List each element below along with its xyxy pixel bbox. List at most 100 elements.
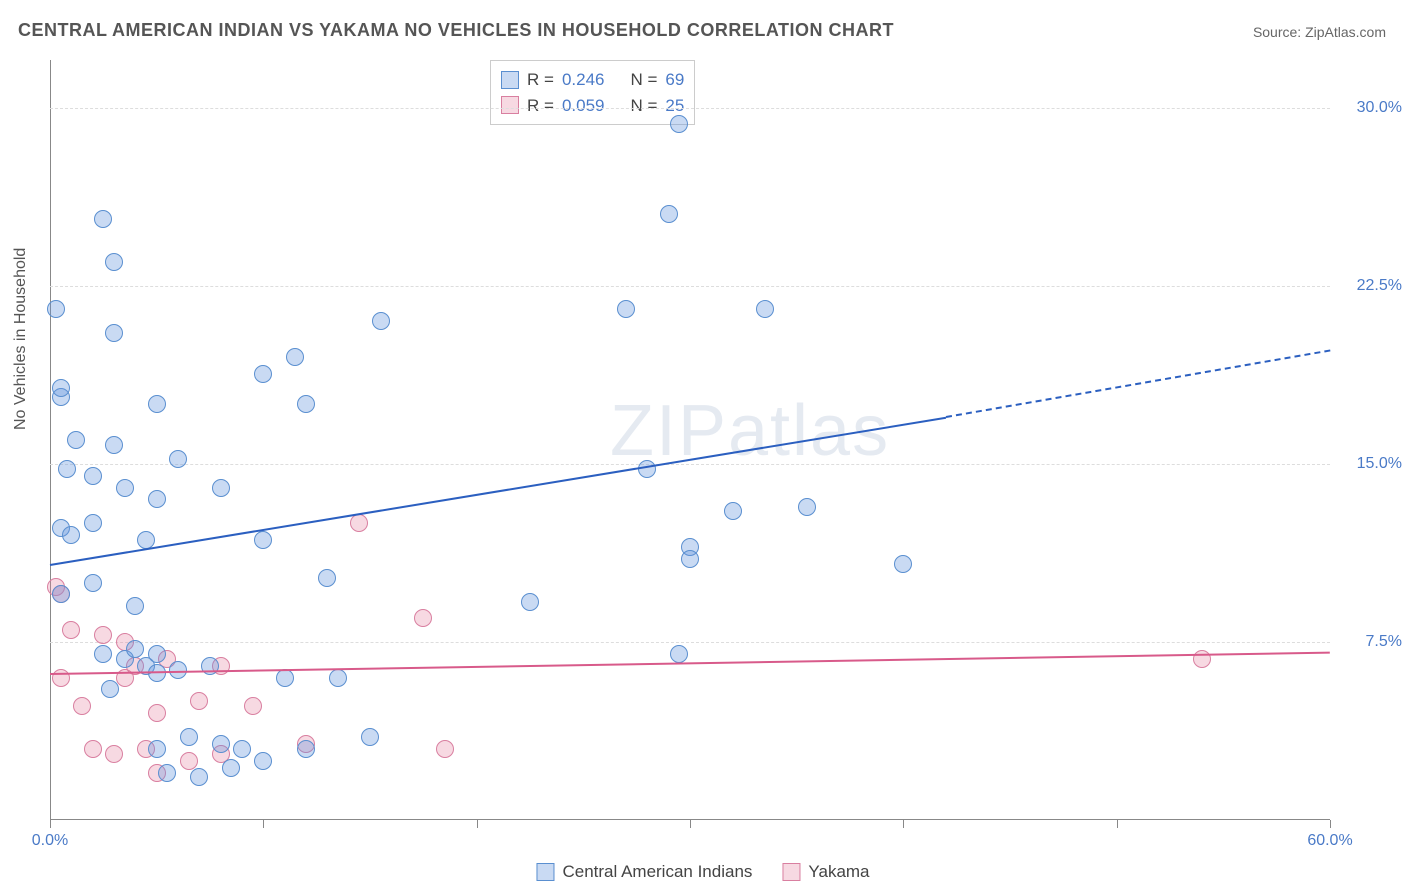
scatter-point-series1 bbox=[116, 479, 134, 497]
scatter-point-series1 bbox=[105, 436, 123, 454]
x-tick-label: 0.0% bbox=[32, 832, 68, 850]
scatter-point-series1 bbox=[58, 460, 76, 478]
scatter-point-series2 bbox=[414, 609, 432, 627]
scatter-point-series2 bbox=[244, 697, 262, 715]
scatter-point-series1 bbox=[212, 735, 230, 753]
x-tick bbox=[50, 820, 51, 828]
scatter-point-series1 bbox=[756, 300, 774, 318]
scatter-point-series1 bbox=[670, 645, 688, 663]
n-label: N = bbox=[630, 93, 657, 119]
scatter-point-series1 bbox=[894, 555, 912, 573]
y-tick-label: 30.0% bbox=[1357, 99, 1402, 117]
legend-row: R = 0.059 N = 25 bbox=[501, 93, 684, 119]
scatter-point-series1 bbox=[52, 585, 70, 603]
r-value: 0.246 bbox=[562, 67, 605, 93]
scatter-point-series2 bbox=[190, 692, 208, 710]
scatter-point-series1 bbox=[126, 640, 144, 658]
scatter-point-series1 bbox=[521, 593, 539, 611]
scatter-point-series1 bbox=[681, 550, 699, 568]
chart-title: CENTRAL AMERICAN INDIAN VS YAKAMA NO VEH… bbox=[18, 20, 894, 41]
legend-row: R = 0.246 N = 69 bbox=[501, 67, 684, 93]
scatter-point-series1 bbox=[660, 205, 678, 223]
scatter-point-series1 bbox=[47, 300, 65, 318]
scatter-point-series1 bbox=[276, 669, 294, 687]
n-value: 69 bbox=[665, 67, 684, 93]
scatter-point-series1 bbox=[180, 728, 198, 746]
scatter-point-series1 bbox=[233, 740, 251, 758]
scatter-point-series2 bbox=[105, 745, 123, 763]
scatter-point-series1 bbox=[84, 574, 102, 592]
y-tick-label: 15.0% bbox=[1357, 455, 1402, 473]
scatter-point-series1 bbox=[254, 752, 272, 770]
n-value: 25 bbox=[665, 93, 684, 119]
x-tick-label: 60.0% bbox=[1307, 832, 1352, 850]
scatter-point-series2 bbox=[350, 514, 368, 532]
scatter-point-series1 bbox=[254, 531, 272, 549]
scatter-point-series1 bbox=[126, 597, 144, 615]
scatter-point-series1 bbox=[297, 740, 315, 758]
x-tick bbox=[690, 820, 691, 828]
correlation-legend: R = 0.246 N = 69 R = 0.059 N = 25 bbox=[490, 60, 695, 125]
legend-item: Yakama bbox=[782, 862, 869, 882]
r-value: 0.059 bbox=[562, 93, 605, 119]
x-tick bbox=[263, 820, 264, 828]
trend-line-series1 bbox=[50, 416, 946, 565]
legend-swatch bbox=[782, 863, 800, 881]
scatter-point-series1 bbox=[222, 759, 240, 777]
scatter-point-series1 bbox=[286, 348, 304, 366]
scatter-point-series1 bbox=[329, 669, 347, 687]
y-tick-label: 22.5% bbox=[1357, 277, 1402, 295]
scatter-point-series1 bbox=[372, 312, 390, 330]
scatter-point-series2 bbox=[52, 669, 70, 687]
scatter-point-series1 bbox=[190, 768, 208, 786]
gridline bbox=[50, 642, 1330, 643]
gridline bbox=[50, 464, 1330, 465]
legend-label: Yakama bbox=[808, 862, 869, 882]
scatter-point-series1 bbox=[724, 502, 742, 520]
x-tick bbox=[903, 820, 904, 828]
scatter-point-series1 bbox=[84, 514, 102, 532]
scatter-point-series1 bbox=[94, 210, 112, 228]
series-legend: Central American Indians Yakama bbox=[536, 862, 869, 882]
scatter-point-series2 bbox=[148, 704, 166, 722]
scatter-point-series2 bbox=[84, 740, 102, 758]
source-label: Source: ZipAtlas.com bbox=[1253, 24, 1386, 40]
trend-line-series2 bbox=[50, 651, 1330, 674]
legend-swatch bbox=[501, 96, 519, 114]
y-axis-label: No Vehicles in Household bbox=[12, 248, 30, 430]
gridline bbox=[50, 286, 1330, 287]
scatter-point-series1 bbox=[148, 490, 166, 508]
scatter-point-series1 bbox=[318, 569, 336, 587]
scatter-point-series1 bbox=[798, 498, 816, 516]
n-label: N = bbox=[630, 67, 657, 93]
scatter-point-series1 bbox=[169, 450, 187, 468]
scatter-point-series1 bbox=[52, 379, 70, 397]
scatter-point-series2 bbox=[62, 621, 80, 639]
scatter-point-series1 bbox=[84, 467, 102, 485]
scatter-point-series1 bbox=[254, 365, 272, 383]
scatter-point-series1 bbox=[148, 645, 166, 663]
scatter-point-series2 bbox=[94, 626, 112, 644]
x-tick bbox=[477, 820, 478, 828]
scatter-point-series1 bbox=[212, 479, 230, 497]
scatter-point-series1 bbox=[617, 300, 635, 318]
scatter-point-series2 bbox=[1193, 650, 1211, 668]
x-tick bbox=[1117, 820, 1118, 828]
legend-swatch bbox=[536, 863, 554, 881]
scatter-point-series1 bbox=[67, 431, 85, 449]
scatter-point-series2 bbox=[73, 697, 91, 715]
scatter-point-series1 bbox=[62, 526, 80, 544]
legend-label: Central American Indians bbox=[562, 862, 752, 882]
trend-line-series1-dash bbox=[946, 350, 1330, 418]
scatter-point-series1 bbox=[94, 645, 112, 663]
scatter-point-series1 bbox=[148, 395, 166, 413]
y-tick-label: 7.5% bbox=[1366, 633, 1402, 651]
scatter-point-series1 bbox=[670, 115, 688, 133]
scatter-point-series1 bbox=[361, 728, 379, 746]
gridline bbox=[50, 108, 1330, 109]
scatter-point-series1 bbox=[101, 680, 119, 698]
scatter-point-series2 bbox=[180, 752, 198, 770]
r-label: R = bbox=[527, 93, 554, 119]
legend-swatch bbox=[501, 71, 519, 89]
r-label: R = bbox=[527, 67, 554, 93]
